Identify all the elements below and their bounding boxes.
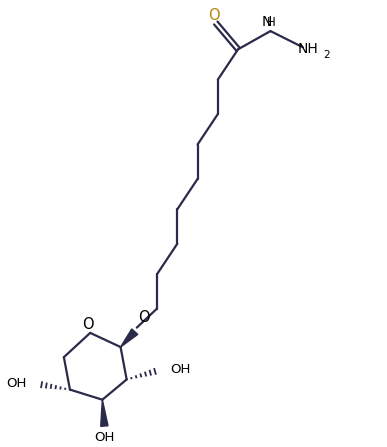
Text: N: N [261, 15, 272, 29]
Text: OH: OH [170, 363, 191, 376]
Text: NH: NH [297, 42, 318, 56]
Text: O: O [138, 310, 149, 325]
Text: O: O [82, 317, 94, 332]
Text: O: O [208, 8, 219, 23]
Text: H: H [267, 16, 276, 29]
Text: OH: OH [94, 431, 115, 444]
Text: 2: 2 [323, 51, 330, 60]
Text: OH: OH [6, 377, 26, 390]
Polygon shape [101, 400, 108, 426]
Polygon shape [121, 329, 138, 347]
